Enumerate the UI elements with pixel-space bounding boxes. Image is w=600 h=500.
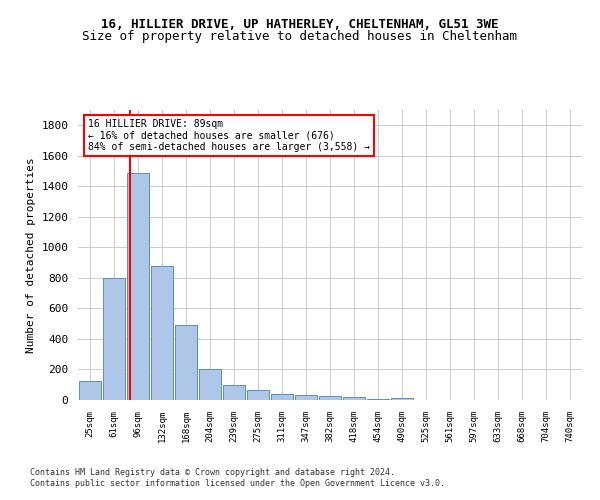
Text: Size of property relative to detached houses in Cheltenham: Size of property relative to detached ho… xyxy=(83,30,517,43)
Bar xyxy=(271,394,293,400)
Text: 16 HILLIER DRIVE: 89sqm
← 16% of detached houses are smaller (676)
84% of semi-d: 16 HILLIER DRIVE: 89sqm ← 16% of detache… xyxy=(88,118,370,152)
Bar xyxy=(343,397,365,400)
Bar xyxy=(175,325,197,400)
Bar xyxy=(79,381,101,400)
Text: Contains HM Land Registry data © Crown copyright and database right 2024.
Contai: Contains HM Land Registry data © Crown c… xyxy=(30,468,445,487)
Bar xyxy=(103,278,125,400)
Bar xyxy=(295,394,317,400)
Bar xyxy=(319,396,341,400)
Bar xyxy=(391,398,413,400)
Bar xyxy=(199,368,221,400)
Y-axis label: Number of detached properties: Number of detached properties xyxy=(26,157,36,353)
Bar xyxy=(247,390,269,400)
Bar xyxy=(151,266,173,400)
Text: 16, HILLIER DRIVE, UP HATHERLEY, CHELTENHAM, GL51 3WE: 16, HILLIER DRIVE, UP HATHERLEY, CHELTEN… xyxy=(101,18,499,30)
Bar xyxy=(127,172,149,400)
Bar xyxy=(223,384,245,400)
Bar xyxy=(367,399,389,400)
